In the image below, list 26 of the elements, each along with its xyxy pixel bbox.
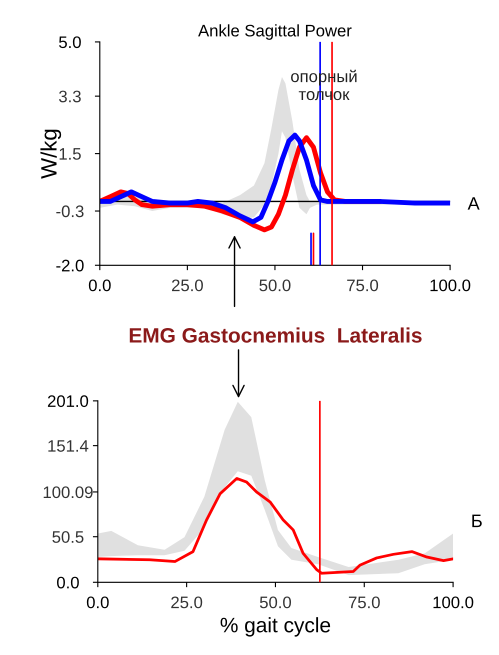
x-tick-label: 50.0 xyxy=(259,279,291,292)
x-tick-label: 0.0 xyxy=(86,596,109,608)
y-tick-label: 0.0 xyxy=(57,576,79,588)
y-tick-label: 5.0 xyxy=(59,36,81,48)
x-tick-label: 0.0 xyxy=(88,279,111,292)
x-tick-label: 100.0 xyxy=(430,279,470,292)
text: A xyxy=(468,197,480,210)
y-tick-label: 50.5 xyxy=(52,531,84,543)
y-tick-label: 201.0 xyxy=(48,395,88,408)
y-tick-label: 3.3 xyxy=(58,90,81,102)
x-tick-label: 75.0 xyxy=(348,596,380,608)
x-axis-title: % gait cycle xyxy=(220,617,330,637)
y-tick-label: 151.4 xyxy=(48,440,88,452)
y-tick-label: -2.0 xyxy=(56,260,84,272)
x-tick-label: 100.0 xyxy=(434,596,474,608)
x-tick-label: 25.0 xyxy=(172,279,203,292)
y-axis-title: W/kg xyxy=(40,130,62,179)
text: Б xyxy=(472,514,482,528)
chart-title: EMG Gastocnemius Lateralis xyxy=(130,327,422,343)
y-tick-label: 1.5 xyxy=(60,148,81,160)
chart-title: Ankle Sagittal Power xyxy=(198,24,352,40)
y-tick-label: -0.3 xyxy=(56,205,84,218)
x-tick-label: 75.0 xyxy=(347,279,378,292)
x-tick-label: 50.0 xyxy=(260,596,292,608)
x-tick-label: 25.0 xyxy=(171,596,202,608)
y-tick-label: 100.09 xyxy=(44,486,93,498)
